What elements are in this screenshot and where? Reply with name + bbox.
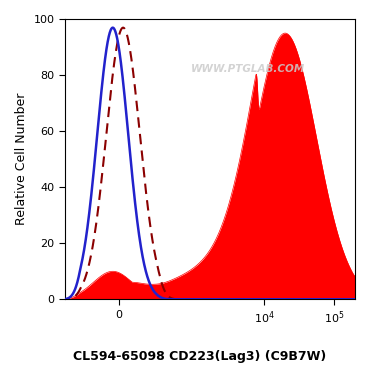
- Text: CL594-65098 CD223(Lag3) (C9B7W): CL594-65098 CD223(Lag3) (C9B7W): [73, 350, 326, 363]
- Text: WWW.PTGLAB.COM: WWW.PTGLAB.COM: [191, 65, 305, 75]
- Y-axis label: Relative Cell Number: Relative Cell Number: [15, 93, 28, 225]
